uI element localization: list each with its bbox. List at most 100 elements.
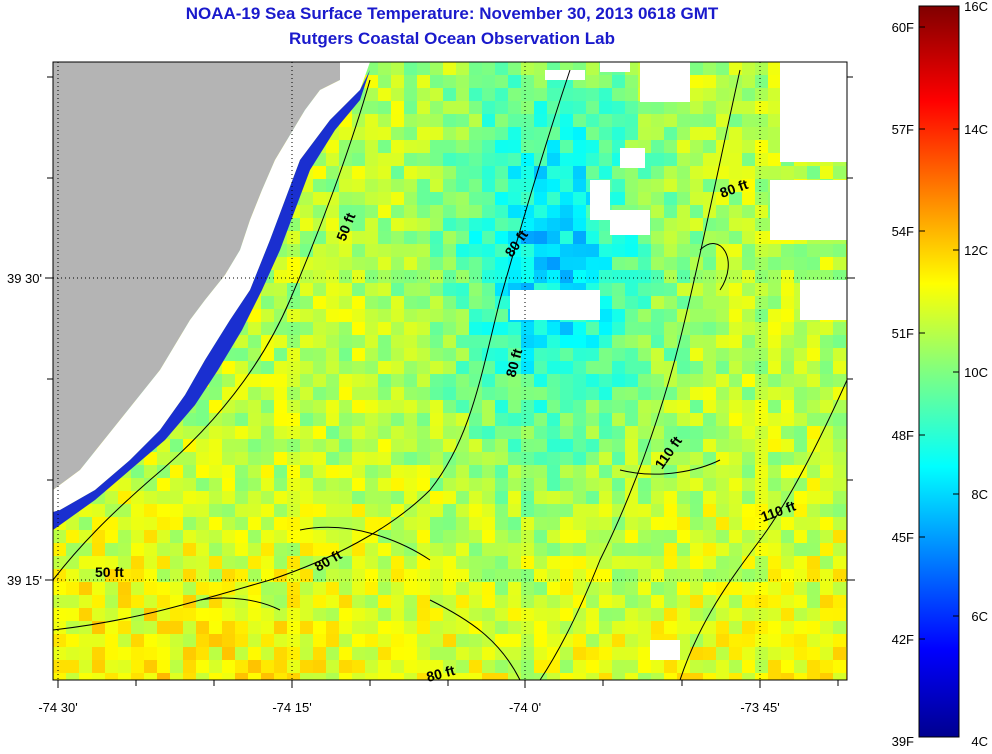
sst-pixel: [482, 231, 495, 244]
sst-pixel: [794, 426, 807, 439]
sst-pixel: [755, 257, 768, 270]
sst-pixel: [599, 621, 612, 634]
sst-pixel: [521, 517, 534, 530]
sst-pixel: [833, 452, 846, 465]
sst-pixel: [209, 582, 222, 595]
sst-pixel: [196, 491, 209, 504]
sst-pixel: [508, 660, 521, 673]
sst-pixel: [456, 491, 469, 504]
sst-pixel: [781, 647, 794, 660]
sst-pixel: [638, 166, 651, 179]
sst-pixel: [157, 465, 170, 478]
sst-pixel: [807, 634, 820, 647]
sst-pixel: [430, 270, 443, 283]
sst-pixel: [820, 608, 833, 621]
sst-pixel: [833, 244, 846, 257]
sst-pixel: [755, 634, 768, 647]
sst-pixel: [248, 400, 261, 413]
sst-pixel: [768, 166, 781, 179]
sst-pixel: [755, 231, 768, 244]
sst-pixel: [599, 257, 612, 270]
sst-pixel: [534, 621, 547, 634]
sst-pixel: [846, 283, 847, 296]
sst-pixel: [716, 556, 729, 569]
sst-pixel: [365, 426, 378, 439]
sst-pixel: [495, 530, 508, 543]
sst-pixel: [807, 491, 820, 504]
sst-pixel: [378, 491, 391, 504]
sst-pixel: [287, 491, 300, 504]
sst-pixel: [326, 517, 339, 530]
colorbar-label-f: 57F: [892, 122, 914, 137]
sst-pixel: [417, 556, 430, 569]
sst-pixel: [235, 465, 248, 478]
sst-pixel: [313, 439, 326, 452]
sst-pixel: [612, 478, 625, 491]
sst-pixel: [833, 660, 846, 673]
colorbar-label-f: 48F: [892, 428, 914, 443]
sst-pixel: [482, 673, 495, 680]
sst-pixel: [573, 244, 586, 257]
sst-pixel: [742, 114, 755, 127]
sst-pixel: [820, 348, 833, 361]
sst-pixel: [716, 673, 729, 680]
sst-pixel: [79, 608, 92, 621]
sst-pixel: [482, 660, 495, 673]
sst-pixel: [495, 400, 508, 413]
sst-pixel: [469, 296, 482, 309]
sst-pixel: [235, 660, 248, 673]
sst-pixel: [495, 426, 508, 439]
sst-pixel: [469, 426, 482, 439]
sst-pixel: [846, 634, 847, 647]
sst-pixel: [365, 257, 378, 270]
sst-pixel: [534, 192, 547, 205]
sst-pixel: [521, 361, 534, 374]
sst-pixel: [222, 400, 235, 413]
sst-pixel: [677, 634, 690, 647]
sst-pixel: [651, 478, 664, 491]
sst-pixel: [326, 478, 339, 491]
sst-pixel: [664, 153, 677, 166]
sst-pixel: [287, 608, 300, 621]
sst-pixel: [495, 114, 508, 127]
sst-pixel: [586, 374, 599, 387]
sst-pixel: [92, 660, 105, 673]
sst-pixel: [365, 569, 378, 582]
sst-pixel: [118, 478, 131, 491]
sst-pixel: [183, 478, 196, 491]
sst-pixel: [820, 660, 833, 673]
sst-pixel: [716, 660, 729, 673]
sst-pixel: [755, 335, 768, 348]
sst-pixel: [677, 361, 690, 374]
sst-pixel: [287, 374, 300, 387]
sst-pixel: [612, 101, 625, 114]
sst-pixel: [573, 166, 586, 179]
sst-pixel: [768, 634, 781, 647]
sst-pixel: [508, 101, 521, 114]
sst-pixel: [651, 257, 664, 270]
sst-pixel: [326, 608, 339, 621]
sst-pixel: [391, 504, 404, 517]
sst-pixel: [573, 673, 586, 680]
sst-pixel: [846, 361, 847, 374]
sst-pixel: [352, 465, 365, 478]
sst-pixel: [274, 335, 287, 348]
sst-pixel: [235, 439, 248, 452]
sst-pixel: [443, 543, 456, 556]
sst-pixel: [651, 153, 664, 166]
sst-pixel: [664, 348, 677, 361]
sst-pixel: [742, 88, 755, 101]
sst-pixel: [495, 244, 508, 257]
sst-pixel: [638, 647, 651, 660]
sst-pixel: [560, 530, 573, 543]
sst-pixel: [807, 569, 820, 582]
sst-pixel: [807, 439, 820, 452]
sst-pixel: [404, 634, 417, 647]
sst-pixel: [742, 582, 755, 595]
sst-pixel: [508, 192, 521, 205]
sst-pixel: [391, 478, 404, 491]
sst-pixel: [599, 322, 612, 335]
sst-pixel: [53, 543, 66, 556]
sst-pixel: [274, 504, 287, 517]
sst-pixel: [417, 205, 430, 218]
